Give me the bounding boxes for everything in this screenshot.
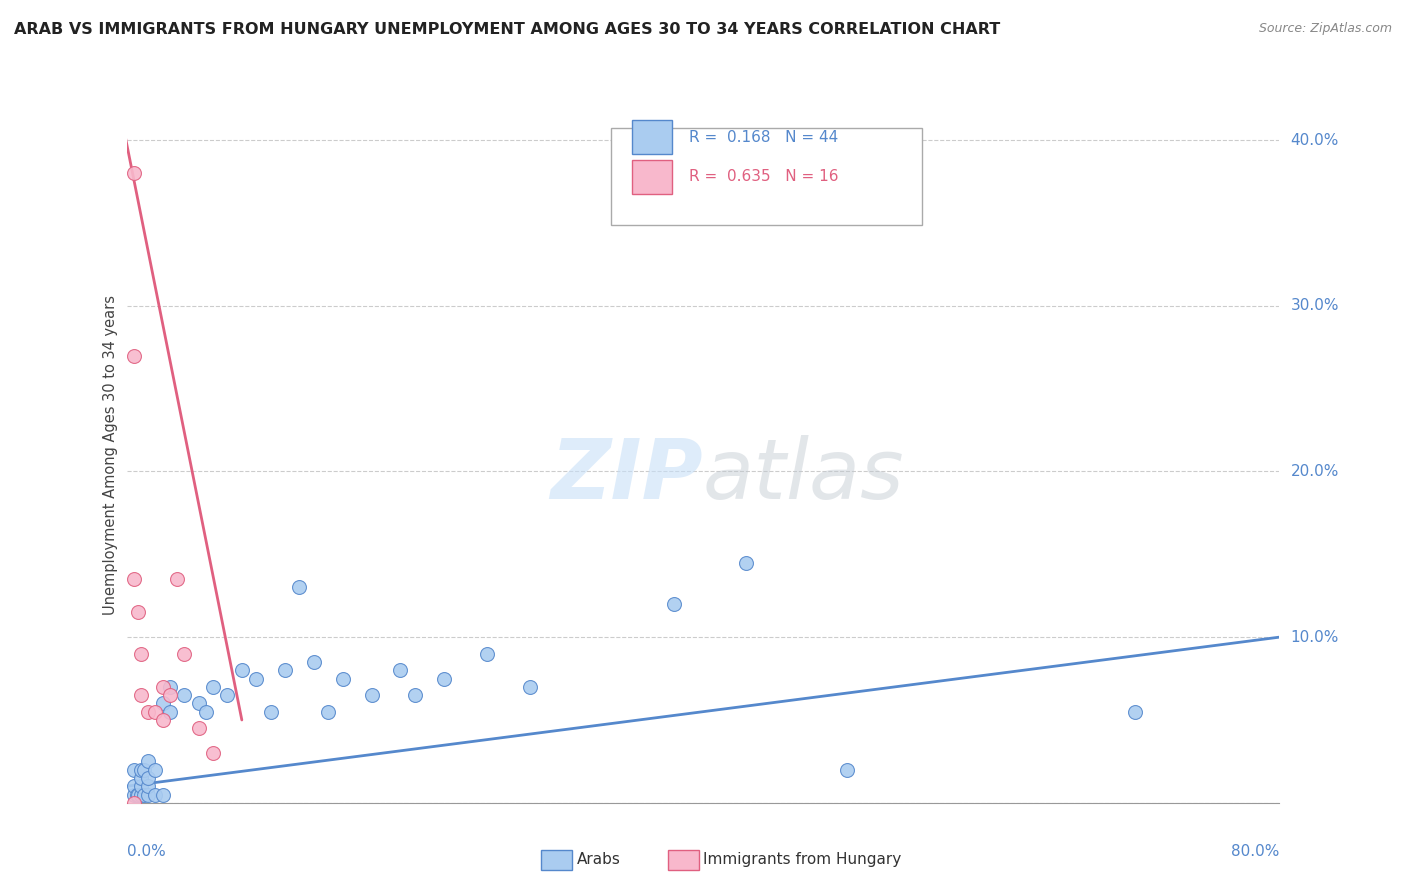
FancyBboxPatch shape (631, 160, 672, 194)
Point (433, 672, 456, 686)
Point (404, 688, 426, 702)
Point (389, 663, 412, 677)
Point (122, 572, 145, 586)
Point (159, 688, 181, 702)
Point (259, 705, 281, 719)
Point (152, 697, 174, 711)
Point (122, 349, 145, 363)
Point (129, 779, 152, 793)
Point (152, 713, 174, 727)
Point (302, 655, 325, 669)
Text: Immigrants from Hungary: Immigrants from Hungary (703, 853, 901, 867)
Point (132, 763, 155, 777)
Text: 20.0%: 20.0% (1291, 464, 1339, 479)
Point (129, 763, 152, 777)
Point (231, 663, 253, 677)
Point (475, 647, 498, 661)
Point (187, 721, 209, 735)
Point (127, 605, 149, 619)
Point (136, 705, 159, 719)
Point (127, 788, 149, 802)
Point (145, 788, 166, 802)
Point (129, 688, 152, 702)
Point (129, 771, 152, 785)
Point (152, 680, 174, 694)
Text: 30.0%: 30.0% (1291, 298, 1339, 313)
Point (136, 779, 159, 793)
Point (202, 680, 225, 694)
Point (194, 705, 217, 719)
Point (136, 755, 159, 769)
Point (122, 763, 145, 777)
Text: Source: ZipAtlas.com: Source: ZipAtlas.com (1258, 22, 1392, 36)
Point (735, 556, 758, 570)
Point (360, 688, 382, 702)
Point (173, 688, 195, 702)
Point (122, 166, 145, 180)
Point (187, 697, 209, 711)
Point (202, 746, 225, 760)
Point (245, 672, 267, 686)
Point (125, 788, 148, 802)
Point (217, 688, 239, 702)
Point (132, 788, 155, 802)
Point (152, 788, 174, 802)
Text: 10.0%: 10.0% (1291, 630, 1339, 645)
Text: R =  0.168   N = 44: R = 0.168 N = 44 (689, 130, 838, 145)
Point (519, 680, 541, 694)
FancyBboxPatch shape (610, 128, 922, 226)
Point (159, 680, 181, 694)
Point (129, 788, 152, 802)
Point (1123, 705, 1146, 719)
Point (332, 672, 354, 686)
Point (835, 763, 858, 777)
Point (664, 597, 686, 611)
Text: ZIP: ZIP (550, 435, 703, 516)
Point (145, 705, 166, 719)
Text: R =  0.635   N = 16: R = 0.635 N = 16 (689, 169, 838, 185)
Text: 80.0%: 80.0% (1232, 844, 1279, 859)
Point (129, 647, 152, 661)
Point (122, 779, 145, 793)
Point (318, 705, 340, 719)
Y-axis label: Unemployment Among Ages 30 to 34 years: Unemployment Among Ages 30 to 34 years (103, 295, 118, 615)
Point (136, 771, 159, 785)
Point (274, 663, 297, 677)
Point (145, 763, 166, 777)
Text: atlas: atlas (703, 435, 904, 516)
Text: Arabs: Arabs (576, 853, 620, 867)
Text: 40.0%: 40.0% (1291, 133, 1339, 148)
Point (173, 647, 195, 661)
Point (159, 705, 181, 719)
Point (122, 788, 145, 802)
Point (136, 788, 159, 802)
FancyBboxPatch shape (631, 120, 672, 154)
Point (166, 572, 188, 586)
Point (122, 796, 145, 810)
Text: 0.0%: 0.0% (127, 844, 166, 859)
Point (288, 581, 311, 595)
Text: ARAB VS IMMIGRANTS FROM HUNGARY UNEMPLOYMENT AMONG AGES 30 TO 34 YEARS CORRELATI: ARAB VS IMMIGRANTS FROM HUNGARY UNEMPLOY… (14, 22, 1000, 37)
